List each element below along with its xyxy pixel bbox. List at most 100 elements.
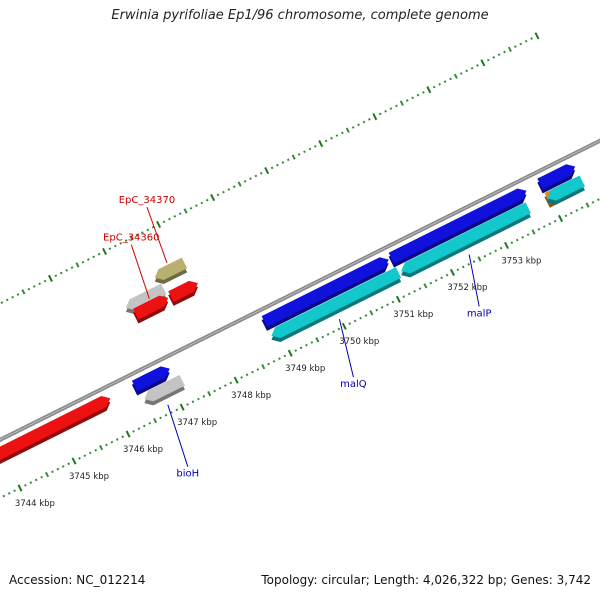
tick-mark [233,376,239,384]
tick-mark [135,233,139,237]
tick-mark [449,268,455,276]
tick-mark [345,127,350,133]
tick-mark [591,200,595,204]
tick-mark [386,303,389,307]
gene-feature[interactable] [547,175,585,205]
tick-mark [88,451,92,455]
gene-feature[interactable] [154,257,188,285]
gene-leader-line [167,404,189,467]
tick-mark [168,217,171,221]
tick-mark [542,225,546,228]
tick-mark [438,82,441,86]
tick-mark [402,295,406,298]
tick-mark [372,113,378,121]
gene-feature[interactable] [388,188,527,268]
tick-mark [92,255,96,259]
tick-mark [324,139,328,143]
tick-mark [16,293,20,296]
tick-mark [40,475,43,479]
tick-mark [65,268,69,272]
tick-mark [21,289,26,295]
gene-feature[interactable] [537,164,576,194]
tick-mark [297,153,301,156]
tick-mark [483,254,487,258]
gene-feature[interactable] [261,257,389,331]
tick-mark [270,166,274,170]
tick-label: 3745 kbp [69,472,109,482]
gene-feature[interactable] [168,280,198,306]
gene-label[interactable]: EpC_34370 [119,195,175,206]
tick-mark [86,258,90,261]
tick-mark [240,376,243,379]
gene-feature[interactable] [144,374,185,406]
gene-feature[interactable] [0,396,111,483]
tick-mark [78,457,81,460]
tick-mark [259,171,263,175]
tick-mark [237,181,242,187]
tick-mark [423,283,428,289]
tick-mark [191,400,195,404]
tick-mark [341,322,347,330]
tick-mark [326,333,330,336]
tick-mark [227,188,231,191]
tick-label: 3744 kbp [15,499,55,509]
tick-mark [294,349,298,352]
tick-mark [5,298,9,302]
tick-mark [426,86,432,94]
tick-mark [254,174,258,178]
tick-mark [276,163,279,167]
tick-mark [278,357,281,360]
tick-mark [422,91,425,94]
tick-mark [519,42,523,46]
tick-mark [261,364,266,370]
tick-mark [0,301,4,304]
tick-mark [119,242,123,245]
map-title: Erwinia pyrifoliae Ep1/96 chromosome, co… [111,8,489,23]
gene-feature[interactable] [271,267,402,343]
gene-label[interactable]: malP [467,308,492,319]
gene-label[interactable]: bioH [176,469,199,480]
tick-mark [378,112,382,116]
tick-mark [24,483,27,487]
tick-mark [530,37,533,40]
tick-mark [148,421,152,425]
tick-mark [492,56,496,59]
gene-feature[interactable] [401,202,531,278]
tick-mark [2,494,6,498]
tick-mark [341,131,344,135]
tick-mark [264,167,270,175]
tick-label: 3746 kbp [123,445,163,455]
tick-mark [17,484,23,492]
tick-mark [195,204,198,207]
tick-mark [429,281,433,285]
tick-mark [216,193,220,197]
tick-mark [335,134,339,137]
tick-mark [432,85,436,89]
gene-feature[interactable] [133,295,169,324]
tick-mark [362,120,366,124]
genome-backbone-highlight [0,140,600,441]
tick-mark [38,282,41,286]
tick-mark [249,177,252,181]
tick-mark [368,118,371,121]
tick-mark [521,236,525,239]
tick-mark [337,327,341,331]
tick-mark [251,370,254,374]
tick-mark [418,287,422,290]
gene-leader-line [338,318,354,378]
tick-mark [405,99,409,102]
genome-summary-text: Topology: circular; Length: 4,026,322 bp… [261,573,591,587]
tick-mark [321,335,325,339]
gene-label[interactable]: EpC_34360 [103,233,159,244]
tick-mark [29,481,33,484]
gene-feature[interactable] [131,366,170,396]
tick-label: 3752 kbp [447,283,487,293]
tick-mark [97,252,101,256]
gene-label[interactable]: malQ [340,379,367,390]
tick-mark [162,220,166,224]
tick-mark [175,408,179,412]
tick-mark [272,359,276,363]
tick-mark [146,228,150,232]
tick-mark [113,244,117,248]
